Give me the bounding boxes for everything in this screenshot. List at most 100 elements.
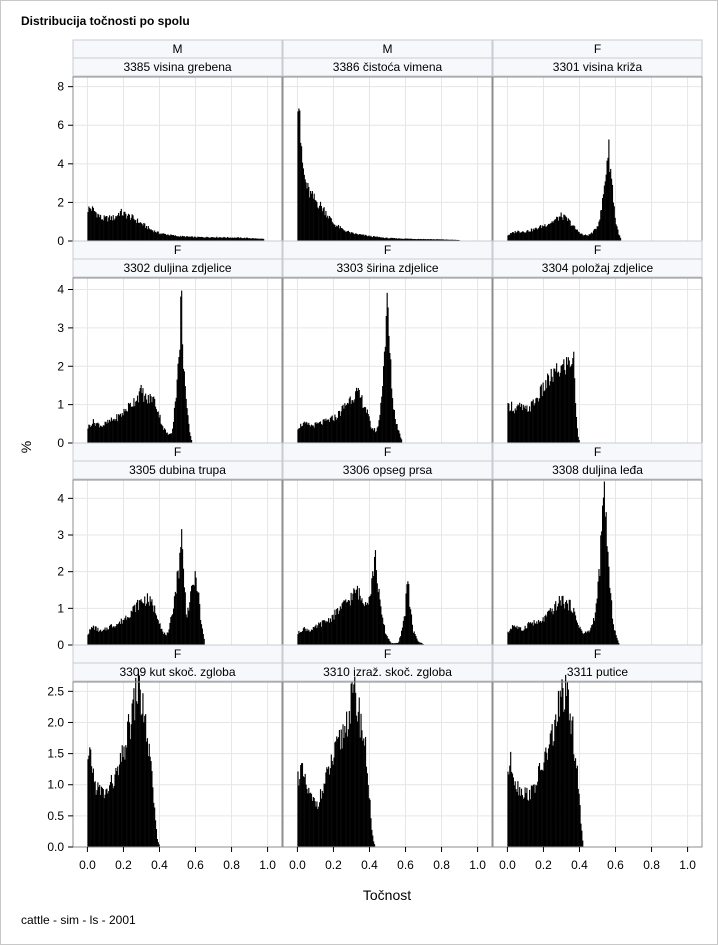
histogram-bar xyxy=(142,603,144,645)
histogram-bar xyxy=(106,627,108,645)
histogram-bar xyxy=(377,592,379,645)
histogram-bar xyxy=(193,236,195,241)
histogram-bar xyxy=(415,635,417,645)
histogram-bar xyxy=(325,418,327,443)
histogram-bar xyxy=(100,425,102,443)
histogram-bar xyxy=(573,607,575,645)
histogram-bar xyxy=(91,206,94,241)
histogram-bar xyxy=(579,626,581,645)
histogram-bar xyxy=(527,229,529,241)
histogram-bar xyxy=(98,632,100,645)
histogram-bar xyxy=(137,222,140,241)
histogram-bar xyxy=(88,633,90,645)
histogram-bar xyxy=(93,422,95,443)
histogram-bar xyxy=(297,111,299,241)
histogram-bar xyxy=(563,603,565,645)
trait-label: 3386 čistoća vimena xyxy=(333,60,443,74)
histogram-bar xyxy=(133,218,135,241)
histogram-bar xyxy=(307,793,309,847)
histogram-bar xyxy=(405,593,407,645)
histogram-bar xyxy=(153,611,155,645)
histogram-bar xyxy=(163,428,166,443)
histogram-bar xyxy=(343,737,345,847)
histogram-bar xyxy=(89,425,91,443)
histogram-bar xyxy=(401,238,404,241)
histogram-bar xyxy=(588,632,590,645)
histogram-bar xyxy=(514,781,516,847)
histogram-bar xyxy=(150,601,152,645)
histogram-bar xyxy=(376,427,378,443)
histogram-bar xyxy=(351,682,353,847)
histogram-bar xyxy=(598,221,600,241)
histogram-bar xyxy=(365,766,368,847)
histogram-bar xyxy=(596,598,598,645)
histogram-bar xyxy=(310,424,313,443)
histogram-bar xyxy=(209,237,211,241)
histogram-bar xyxy=(558,596,560,645)
histogram-bar xyxy=(351,600,353,645)
x-tick-label: 0.4 xyxy=(571,858,588,872)
histogram-bar xyxy=(354,234,356,241)
histogram-bar xyxy=(350,403,352,443)
histogram-bar xyxy=(363,738,365,847)
histogram-bar xyxy=(158,233,160,241)
histogram-bar xyxy=(599,576,601,645)
x-tick-label: 0.8 xyxy=(433,858,450,872)
histogram-bar xyxy=(304,773,306,847)
histogram-bar xyxy=(550,368,552,443)
histogram-bar xyxy=(135,612,137,645)
histogram-bar xyxy=(141,601,143,645)
histogram-bar xyxy=(404,616,406,645)
histogram-bar xyxy=(337,417,339,443)
histogram-bar xyxy=(154,605,156,645)
histogram-bar xyxy=(110,417,112,443)
histogram-bar xyxy=(511,771,513,847)
histogram-bar xyxy=(350,232,352,241)
histogram-bar xyxy=(375,570,377,645)
histogram-bar xyxy=(191,236,194,241)
histogram-bar xyxy=(442,239,444,241)
histogram-bar xyxy=(222,237,224,241)
histogram-bar xyxy=(190,436,192,443)
histogram-bar xyxy=(559,600,561,645)
histogram-bar xyxy=(528,231,530,241)
histogram-bar xyxy=(323,620,325,645)
histogram-bar xyxy=(336,736,338,847)
histogram-bar xyxy=(356,234,359,241)
histogram-bar xyxy=(91,772,94,847)
histogram-bar xyxy=(392,643,394,645)
histogram-bar xyxy=(618,643,620,645)
histogram-bar xyxy=(227,237,230,241)
histogram-bar xyxy=(355,233,358,241)
histogram-bar xyxy=(525,793,527,847)
histogram-bar xyxy=(360,234,362,241)
histogram-bar xyxy=(508,403,510,443)
histogram-bar xyxy=(589,630,591,645)
histogram-bar xyxy=(155,409,158,443)
histogram-bar xyxy=(510,751,512,847)
histogram-bar xyxy=(138,391,140,443)
histogram-bar xyxy=(135,401,137,443)
histogram-bar xyxy=(539,770,541,847)
histogram-bar xyxy=(580,233,582,241)
y-tick-label: 2.5 xyxy=(47,684,64,698)
histogram-bar xyxy=(515,627,517,645)
histogram-bar xyxy=(328,766,330,847)
histogram-bar xyxy=(200,237,202,241)
histogram-bar xyxy=(333,619,335,645)
histogram-bar xyxy=(326,621,328,645)
histogram-bar xyxy=(172,234,175,241)
histogram-bar xyxy=(556,610,558,645)
histogram-bar xyxy=(600,210,602,241)
histogram-bar xyxy=(543,225,545,241)
histogram-bar xyxy=(93,782,95,847)
histogram-bar xyxy=(166,432,168,443)
histogram-bar xyxy=(396,423,398,443)
histogram-bar xyxy=(145,393,147,443)
histogram-bar xyxy=(559,216,561,241)
histogram-bar xyxy=(535,227,537,241)
histogram-bar xyxy=(131,406,133,443)
histogram-bar xyxy=(351,232,353,241)
histogram-bar xyxy=(256,238,258,241)
histogram-bar xyxy=(586,631,588,645)
